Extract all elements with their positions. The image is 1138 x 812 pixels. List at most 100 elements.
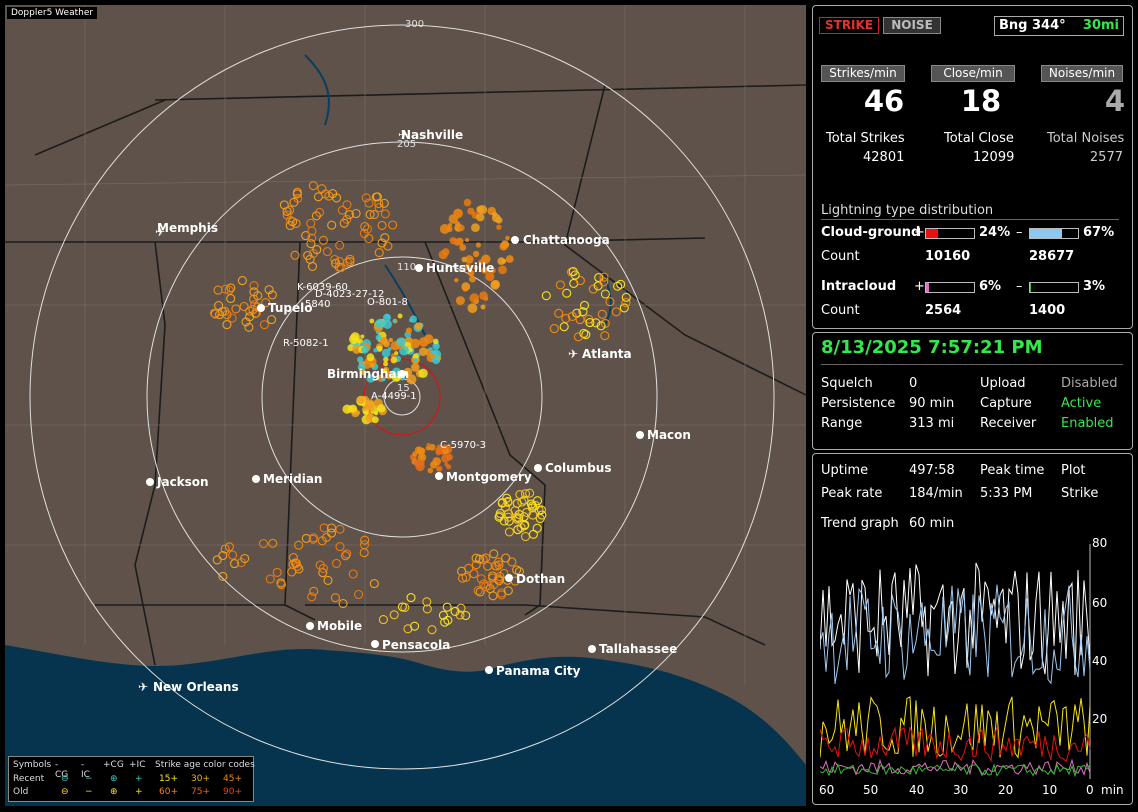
cg-negative-count: 28677 [1029,249,1075,264]
strike-marker [440,617,450,627]
strike-marker [342,549,352,559]
range-label: 15 [397,383,410,394]
strike-marker [476,213,485,222]
neg-ic-icon: − [85,774,93,784]
intracloud-label: Intracloud [821,279,897,294]
peak-rate-value: 184/min [909,486,963,501]
strike-marker [244,322,254,332]
cell-label: O-801-8 [367,297,408,308]
strike-marker [537,510,547,520]
strike-marker [388,220,398,230]
strike-marker [397,602,407,612]
bearing-box: Bng 344° 30mi [994,16,1124,36]
distribution-title: Lightning type distribution [821,203,994,218]
strike-marker [446,464,452,470]
strike-marker [525,488,535,498]
strike-marker [490,280,500,290]
strike-marker [327,220,337,230]
strike-marker [461,572,471,582]
strike-marker [321,532,332,542]
city-montgomery: Montgomery [446,470,532,484]
y-tick: 60 [1092,596,1108,610]
cell-label: A-4499-1 [371,391,417,402]
plot-label: Plot [1061,463,1086,478]
strike-marker [458,224,465,232]
strike-marker [292,189,302,199]
legend-old-label: Old [13,787,29,797]
strike-marker [469,293,480,303]
strike-marker [218,551,228,561]
capture-value: Active [1061,396,1102,411]
strike-marker [621,298,631,308]
strike-marker [426,442,431,447]
strike-marker [285,220,295,231]
strike-marker [489,549,499,559]
strike-rate-panel: STRIKE NOISE Bng 344° 30mi Strikes/min C… [812,5,1133,329]
close-per-min-button[interactable]: Close/min [931,65,1015,82]
strike-marker [450,606,460,616]
noises-per-min-value: 4 [1104,84,1125,118]
strike-marker [599,277,609,287]
cell-label: 5840 [305,299,330,310]
city-birmingham: Birmingham [327,367,409,381]
strike-marker [461,256,468,263]
strike-marker [501,553,511,563]
count-label: Count [821,303,860,318]
noises-per-min-button[interactable]: Noises/min [1041,65,1123,82]
strike-marker [471,223,480,233]
strike-marker [289,197,299,207]
pos-cg-icon: ⊕ [110,787,118,797]
strike-marker [380,209,390,219]
strike-marker [371,416,379,424]
plot-value[interactable]: Strike [1061,486,1099,501]
city-macon: Macon [647,428,691,442]
strike-marker [332,193,342,203]
age-code: 60+ [159,787,178,797]
strike-marker [369,210,379,220]
strike-marker [392,318,397,323]
strike-marker [348,569,358,579]
lightning-map[interactable]: 300 205 110 15 K-6039-60 D-4023-27-12 O-… [5,5,806,806]
strike-marker [307,233,317,243]
x-tick: 40 [909,783,925,797]
strike-marker [555,280,565,290]
strike-marker [354,589,364,600]
map-canvas[interactable]: 300 205 110 15 K-6039-60 D-4023-27-12 O-… [5,5,806,806]
strike-marker [567,311,577,321]
strike-marker [301,231,311,241]
strike-marker [335,240,345,250]
noise-mode-button[interactable]: NOISE [883,17,941,34]
strike-marker [406,374,417,385]
strike-marker [337,205,347,215]
strike-marker [416,447,425,455]
strike-marker [368,405,375,412]
city-meridian: Meridian [263,472,322,486]
squelch-label: Squelch [821,376,873,391]
strike-marker [376,345,383,352]
x-tick: 50 [863,783,879,797]
strike-marker [412,353,419,360]
strike-marker [229,559,240,569]
strike-marker [494,560,504,570]
strike-marker [413,358,418,363]
strike-marker [457,566,467,576]
strike-marker [505,255,514,263]
trend-graph [820,539,1091,779]
city-new-orleans: New Orleans [153,680,239,694]
app-title: Doppler5 Weather [7,7,98,19]
strike-marker [301,533,311,543]
strike-marker [383,340,390,348]
state-borders [5,84,806,666]
strike-marker [513,524,523,535]
strike-mode-button[interactable]: STRIKE [819,17,879,34]
strike-marker [303,250,313,261]
strikes-per-min-button[interactable]: Strikes/min [821,65,905,82]
upload-value: Disabled [1061,376,1118,391]
strike-marker [568,267,578,277]
strike-marker [240,553,250,564]
strike-marker [345,257,355,267]
strike-marker [267,290,277,300]
close-per-min-value: 18 [960,84,1002,118]
strike-marker [479,291,488,301]
strike-marker [480,304,486,310]
